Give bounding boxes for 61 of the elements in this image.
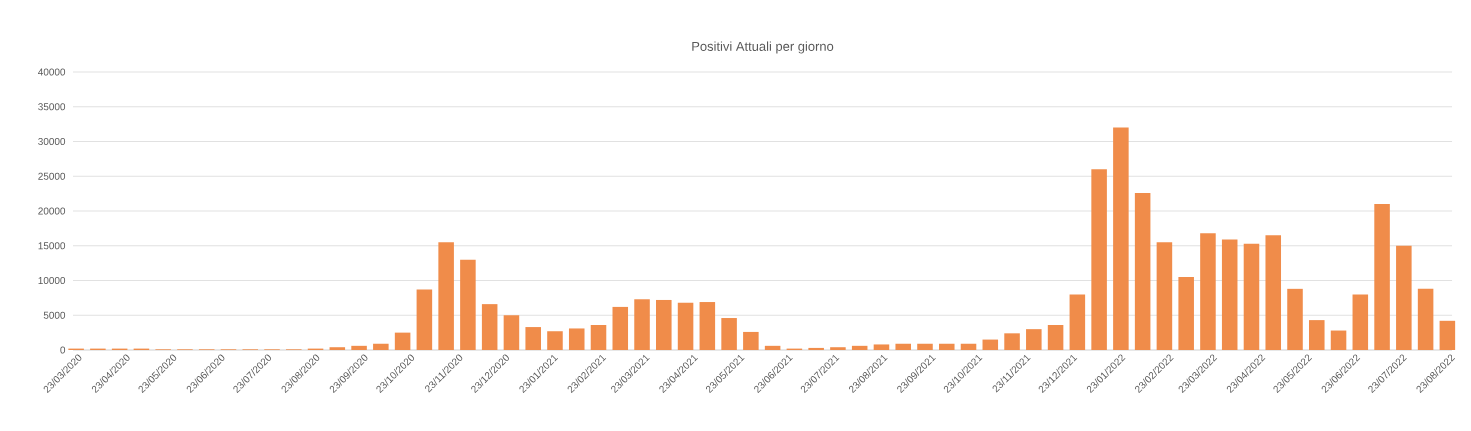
bar (1330, 330, 1347, 350)
bar (1069, 294, 1086, 350)
bar (1047, 324, 1064, 350)
bar (1178, 277, 1194, 350)
bar (612, 306, 629, 350)
bar (1417, 288, 1434, 350)
bar (677, 302, 694, 350)
bar (590, 324, 607, 350)
y-tick-label: 35000 (38, 103, 66, 111)
bar (1352, 294, 1369, 350)
chart-title: Positivi Attuali per giorno (692, 41, 834, 54)
y-tick-label: 30000 (38, 137, 66, 146)
bar (1439, 320, 1456, 350)
bar (656, 299, 672, 350)
y-tick-label: 15000 (38, 242, 66, 250)
bar (525, 327, 541, 350)
bar (634, 299, 650, 350)
bar (764, 345, 781, 350)
y-tick-label: 10000 (38, 276, 66, 285)
bar (895, 343, 911, 350)
bar (460, 259, 476, 350)
bar (1004, 333, 1020, 350)
bar (808, 347, 824, 350)
bar (394, 332, 411, 350)
bar (830, 347, 846, 350)
bar (721, 318, 737, 350)
bar (373, 343, 389, 350)
bar (1091, 169, 1107, 350)
bar (1243, 243, 1260, 350)
bar (699, 302, 716, 350)
bar (1156, 242, 1173, 350)
bar (416, 289, 433, 350)
bar (873, 344, 890, 350)
bar (1134, 192, 1151, 350)
bar (851, 345, 868, 350)
bar (329, 347, 346, 350)
y-tick-label: 25000 (38, 172, 66, 180)
bar (481, 304, 498, 350)
bar (1221, 239, 1238, 350)
bar (1200, 233, 1216, 350)
bar (351, 345, 367, 350)
y-tick-label: 0 (60, 346, 66, 354)
y-tick-label: 5000 (43, 311, 66, 319)
bar (743, 331, 759, 350)
bar (503, 315, 520, 350)
bar (1287, 288, 1303, 350)
bar (1396, 245, 1412, 350)
bar (982, 339, 999, 350)
bar (1026, 329, 1042, 350)
bar (438, 242, 454, 350)
y-tick-label: 40000 (38, 68, 66, 76)
bar (917, 343, 933, 350)
bar (568, 328, 585, 350)
bar (547, 331, 563, 350)
bar (1265, 235, 1282, 350)
bar (1113, 127, 1129, 350)
bar (1309, 320, 1325, 350)
bar (1374, 204, 1390, 350)
y-tick-label: 20000 (38, 207, 66, 215)
bar (960, 343, 977, 350)
bar (938, 343, 955, 350)
